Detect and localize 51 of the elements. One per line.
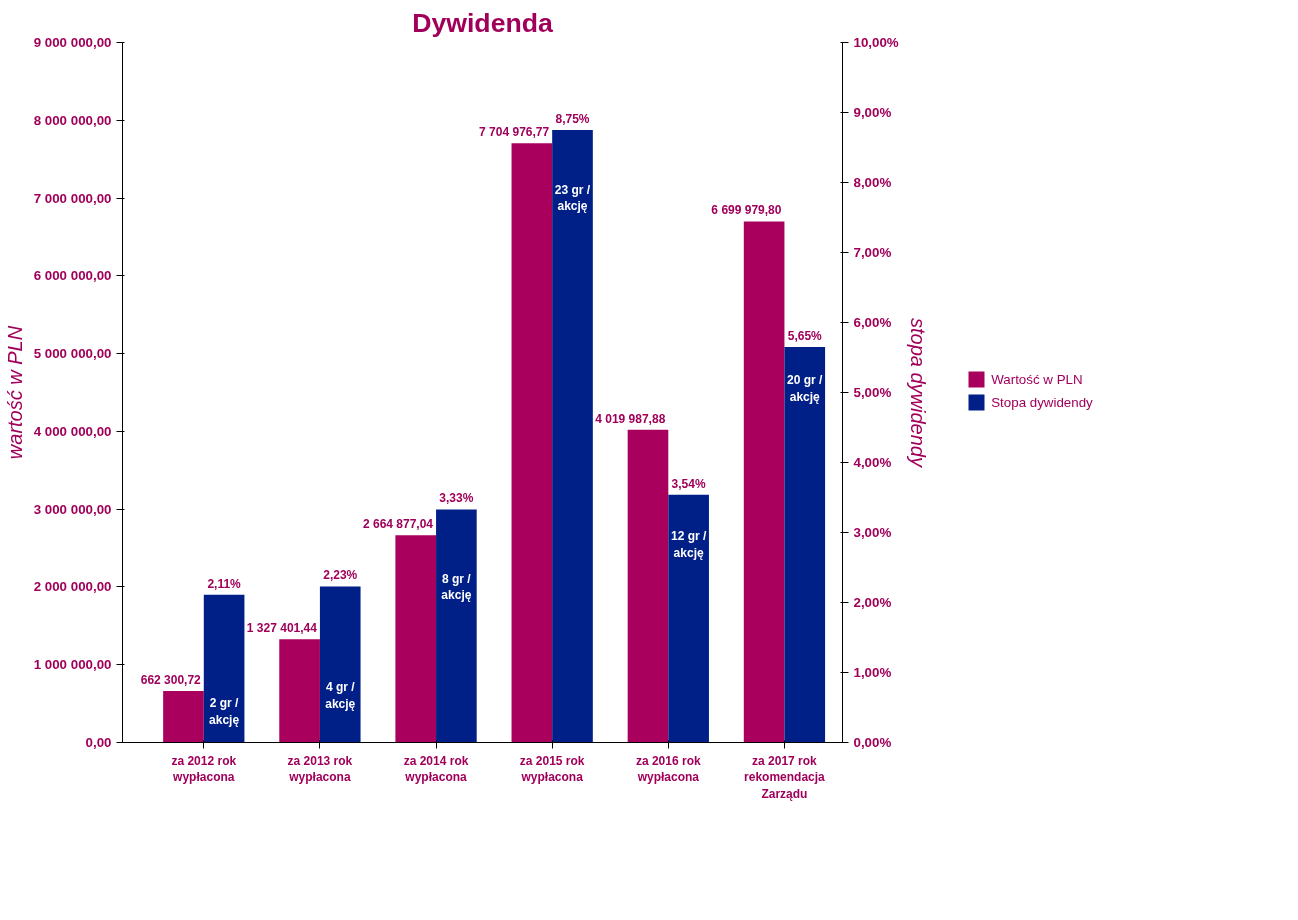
x-tick-label: za 2016 rok wypłacona bbox=[635, 753, 701, 785]
annotation: 8 gr / akcję bbox=[441, 571, 472, 603]
y-tick-label: 9 000 000,00 bbox=[33, 35, 112, 50]
data-label: 662 300,72 bbox=[140, 672, 202, 687]
legend-label: Wartość w PLN bbox=[991, 371, 1083, 387]
annotation: 12 gr / akcję bbox=[670, 528, 707, 560]
x-tick-label: za 2015 rok wypłacona bbox=[519, 753, 585, 785]
y2-axis-title: stopa dywidendy bbox=[906, 318, 929, 468]
bar bbox=[203, 594, 245, 743]
data-label: 3,33% bbox=[439, 491, 474, 506]
legend-label: Stopa dywidendy bbox=[991, 394, 1093, 410]
data-label: 6 699 979,80 bbox=[711, 203, 782, 218]
x-tick-label: za 2017 rok rekomendacja Zarządu bbox=[744, 753, 826, 802]
x-tick-label: za 2013 rok wypłacona bbox=[287, 753, 353, 785]
annotation: 4 gr / akcję bbox=[325, 680, 356, 712]
y-tick-label: 7 000 000,00 bbox=[33, 190, 112, 206]
y-tick-label: 4 000 000,00 bbox=[33, 423, 112, 439]
y2-tick-label: 4,00% bbox=[853, 455, 892, 470]
y-tick-label: 2 000 000,00 bbox=[33, 579, 112, 595]
data-label: 2 664 877,04 bbox=[362, 517, 434, 532]
y-tick-label: 6 000 000,00 bbox=[33, 268, 112, 284]
y2-tick-label: 2,00% bbox=[853, 595, 892, 610]
y2-tick-label: 3,00% bbox=[853, 525, 892, 540]
y-tick-label: 0,00 bbox=[85, 735, 112, 750]
y2-tick-label: 10,00% bbox=[853, 35, 899, 50]
y2-tick-label: 9,00% bbox=[853, 105, 892, 120]
y-tick-label: 8 000 000,00 bbox=[33, 112, 112, 128]
data-label: 1 327 401,44 bbox=[246, 621, 318, 636]
annotation: 2 gr / akcję bbox=[209, 695, 240, 727]
x-tick-label: za 2012 rok wypłacona bbox=[171, 753, 237, 785]
y-tick-label: 3 000 000,00 bbox=[33, 501, 112, 517]
chart-title: Dywidenda bbox=[412, 7, 554, 38]
data-label: 5,65% bbox=[787, 329, 823, 343]
y2-tick-label: 0,00% bbox=[853, 735, 892, 750]
data-label: 8,75% bbox=[555, 112, 590, 126]
annotation: 20 gr / akcję bbox=[787, 373, 824, 405]
data-label: 7 704 976,77 bbox=[479, 125, 550, 140]
y2-tick-label: 6,00% bbox=[853, 315, 892, 330]
y-tick-label: 1 000 000,00 bbox=[33, 657, 112, 673]
y2-tick-label: 8,00% bbox=[853, 175, 892, 190]
data-label: 2,11% bbox=[207, 576, 242, 591]
data-label: 4 019 987,88 bbox=[595, 411, 666, 426]
y-tick-label: 5 000 000,00 bbox=[33, 346, 112, 362]
data-label: 3,54% bbox=[671, 476, 706, 491]
x-tick-label: za 2014 rok wypłacona bbox=[403, 753, 469, 785]
y2-tick-label: 7,00% bbox=[853, 245, 892, 260]
data-label: 2,23% bbox=[323, 568, 358, 583]
y2-tick-label: 1,00% bbox=[853, 665, 892, 680]
annotation: 23 gr / akcję bbox=[554, 182, 591, 214]
y-axis-title: wartość w PLN bbox=[3, 325, 26, 460]
y2-tick-label: 5,00% bbox=[853, 385, 892, 400]
